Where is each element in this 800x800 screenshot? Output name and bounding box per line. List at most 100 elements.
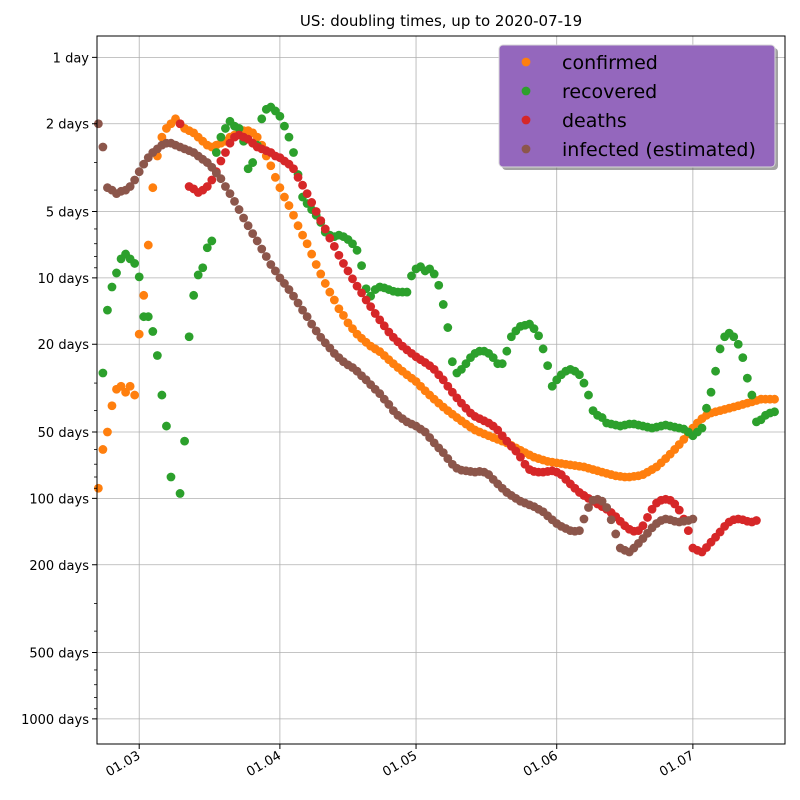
data-point [311,260,321,269]
data-point [402,287,412,297]
data-point [289,291,298,301]
data-point [407,271,416,281]
data-point [189,290,199,300]
data-point [252,236,262,246]
data-point [225,189,235,199]
data-point [579,514,589,524]
legend-marker [521,57,531,67]
data-point [683,526,693,535]
data-point [184,332,194,342]
data-point [752,516,761,525]
y-tick-label: 1 day [53,51,90,66]
data-point [107,282,117,292]
data-point [284,132,294,142]
data-point [597,496,607,506]
data-point [257,244,267,254]
data-point [697,423,707,433]
data-point [343,266,353,276]
data-point [93,119,103,129]
data-point [447,357,457,367]
data-point [302,312,312,322]
data-point [334,304,344,314]
data-point [575,370,584,380]
data-point [180,436,189,446]
x-tick-label: 01.04 [244,748,284,780]
data-point [348,274,357,284]
data-point [152,351,162,360]
data-point [316,216,326,226]
data-point [375,315,385,325]
data-point [284,285,294,294]
data-point [770,394,779,404]
data-point [329,295,339,305]
data-point [280,192,289,202]
data-point [370,309,380,318]
series-3 [93,119,698,557]
data-point [611,529,621,539]
data-point [438,300,448,309]
y-tick-label: 20 days [38,338,90,353]
data-point [602,503,612,512]
data-point [497,359,507,369]
data-point [166,472,176,482]
data-point [747,390,757,400]
data-point [221,148,230,157]
data-point [107,401,117,411]
y-tick-label: 100 days [29,492,89,507]
data-point [289,164,298,174]
data-point [134,272,144,282]
data-point [733,339,743,349]
data-point [538,344,548,354]
data-point [225,138,235,148]
x-tick-label: 01.07 [657,748,697,780]
data-point [293,172,303,182]
data-point [121,387,130,397]
data-point [130,259,140,268]
data-point [298,305,307,315]
data-point [379,321,389,331]
data-point [207,236,217,246]
data-point [143,240,153,250]
data-point [148,183,158,193]
data-point [175,119,185,129]
data-point [234,205,244,214]
data-point [348,239,357,249]
data-point [284,201,294,210]
data-point [307,198,317,207]
data-point [139,290,149,300]
data-point [134,167,144,177]
data-point [502,346,512,356]
data-point [139,159,149,169]
data-point [361,295,371,305]
data-point [130,390,140,400]
chart-title: US: doubling times, up to 2020-07-19 [300,12,582,30]
data-point [575,526,584,535]
data-point [584,503,593,512]
data-point [706,387,716,397]
data-point [157,390,167,400]
data-point [302,239,312,249]
data-point [738,353,748,363]
data-point [320,279,330,288]
data-point [316,269,326,279]
data-point [702,403,711,413]
y-tick-label: 200 days [29,559,89,574]
y-tick-label: 500 days [29,646,89,661]
data-point [216,174,226,184]
data-point [143,312,153,322]
data-point [293,221,303,231]
data-point [643,513,652,522]
data-point [289,148,298,157]
data-point [103,427,112,437]
y-tick-label: 5 days [46,205,89,220]
legend-label: recovered [562,81,657,103]
data-point [198,263,208,273]
data-point [216,132,226,142]
data-point [357,288,366,298]
data-point [438,448,448,457]
data-point [243,164,253,174]
data-point [770,407,779,417]
legend-marker [521,144,531,154]
data-point [715,344,725,354]
data-point [252,132,262,142]
